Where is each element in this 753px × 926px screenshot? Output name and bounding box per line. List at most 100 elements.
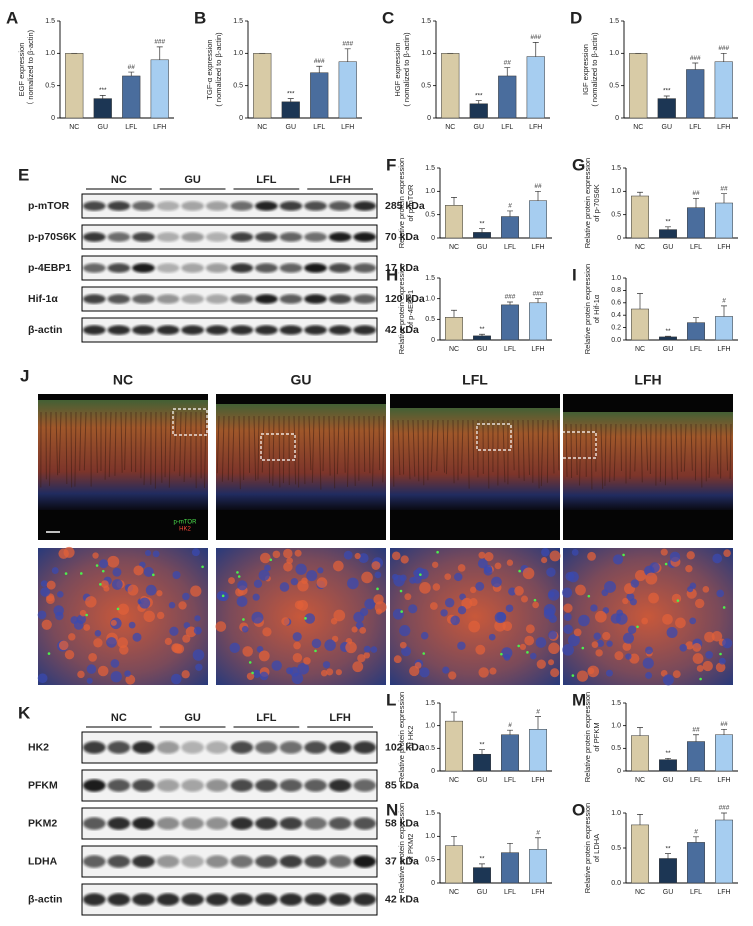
y-tick-label: 1.0	[611, 723, 621, 730]
gland-stripe	[590, 423, 593, 490]
cell	[404, 593, 412, 601]
cell	[704, 631, 715, 643]
cell	[627, 625, 637, 634]
x-tick-label: LFH	[717, 244, 730, 251]
band	[255, 741, 278, 754]
band	[205, 855, 229, 868]
size-label: 70 kDa	[385, 231, 419, 243]
cell	[576, 670, 589, 682]
y-tick-label: 0.5	[233, 83, 243, 90]
cell	[295, 563, 307, 575]
cell	[715, 662, 726, 673]
cell	[591, 641, 599, 649]
cell	[37, 673, 48, 684]
gland-stripe	[664, 423, 667, 486]
bar	[473, 232, 491, 239]
band	[279, 325, 303, 335]
band	[107, 325, 131, 335]
cell	[494, 562, 502, 570]
x-tick-label: NC	[633, 124, 643, 131]
cell	[393, 655, 402, 664]
gland-stripe	[70, 411, 73, 488]
cell	[94, 630, 102, 637]
blot-strip	[81, 807, 378, 840]
cell	[88, 653, 97, 662]
blot-strip	[81, 317, 378, 343]
error-bar	[532, 41, 539, 57]
cell	[297, 580, 309, 592]
band	[230, 201, 254, 211]
size-label: 17 kDa	[385, 262, 419, 274]
cell	[506, 559, 514, 566]
error-bar	[128, 71, 135, 76]
band	[82, 294, 106, 304]
cell	[352, 661, 364, 673]
error-bar	[451, 309, 457, 318]
band	[279, 893, 303, 906]
group-label: LFH	[329, 174, 350, 186]
green-dot	[95, 564, 99, 567]
zoom-box	[260, 433, 296, 461]
cell	[358, 553, 369, 564]
error-bar	[479, 863, 485, 868]
protein-label: HK2	[28, 741, 49, 753]
cell	[283, 562, 293, 572]
y-axis-label: ( nomalized to β-actin)	[214, 32, 223, 107]
size-label: 85 kDa	[385, 779, 419, 791]
y-tick-label: 0.0	[611, 880, 621, 887]
cell	[614, 651, 624, 661]
x-tick-label: LFL	[504, 777, 516, 784]
bar	[629, 53, 648, 119]
error-bar	[692, 62, 699, 70]
cell	[615, 613, 628, 625]
significance-label: #	[508, 203, 512, 210]
error-bar	[451, 711, 457, 722]
cell	[86, 664, 97, 674]
cell	[112, 567, 122, 577]
bar	[469, 103, 488, 119]
cell	[401, 646, 412, 657]
x-tick-label: LFL	[690, 346, 702, 353]
cell	[375, 608, 382, 615]
tissue-layer	[38, 400, 208, 510]
gland-stripe	[527, 419, 531, 475]
error-bar	[451, 197, 457, 206]
error-bar	[665, 853, 671, 859]
cell	[303, 657, 311, 665]
x-tick-label: LFL	[501, 124, 513, 131]
gland-stripe	[203, 411, 207, 488]
cell	[489, 667, 497, 675]
cell	[343, 550, 353, 560]
cell	[606, 640, 613, 647]
gland-stripe	[445, 419, 449, 475]
cell	[58, 640, 69, 651]
green-dot	[419, 573, 422, 576]
cell	[440, 609, 448, 617]
gland-stripe	[472, 419, 475, 471]
size-label: 285 kDa	[385, 200, 425, 212]
y-axis-label: Relative protein expression	[397, 692, 406, 782]
x-tick-label: LFH	[341, 124, 354, 131]
bar	[659, 759, 677, 772]
y-tick-label: 0.5	[421, 83, 431, 90]
green-dot	[304, 617, 307, 620]
gland-stripe	[645, 423, 649, 471]
significance-label: ***	[663, 88, 671, 95]
significance-label: ***	[475, 92, 483, 99]
gland-stripe	[278, 415, 281, 488]
cell	[292, 653, 303, 663]
y-tick-label: 0	[617, 235, 621, 242]
cell	[519, 643, 527, 651]
cell	[712, 553, 723, 564]
green-dot	[242, 618, 245, 621]
cell	[444, 573, 452, 581]
cell	[408, 604, 418, 614]
cell	[258, 569, 270, 581]
band	[255, 325, 278, 335]
significance-label: ##	[504, 59, 512, 66]
group-title: GU	[291, 372, 312, 388]
cell	[399, 625, 411, 637]
green-dot	[664, 562, 668, 566]
significance-label: **	[479, 326, 485, 333]
cell	[172, 570, 181, 580]
